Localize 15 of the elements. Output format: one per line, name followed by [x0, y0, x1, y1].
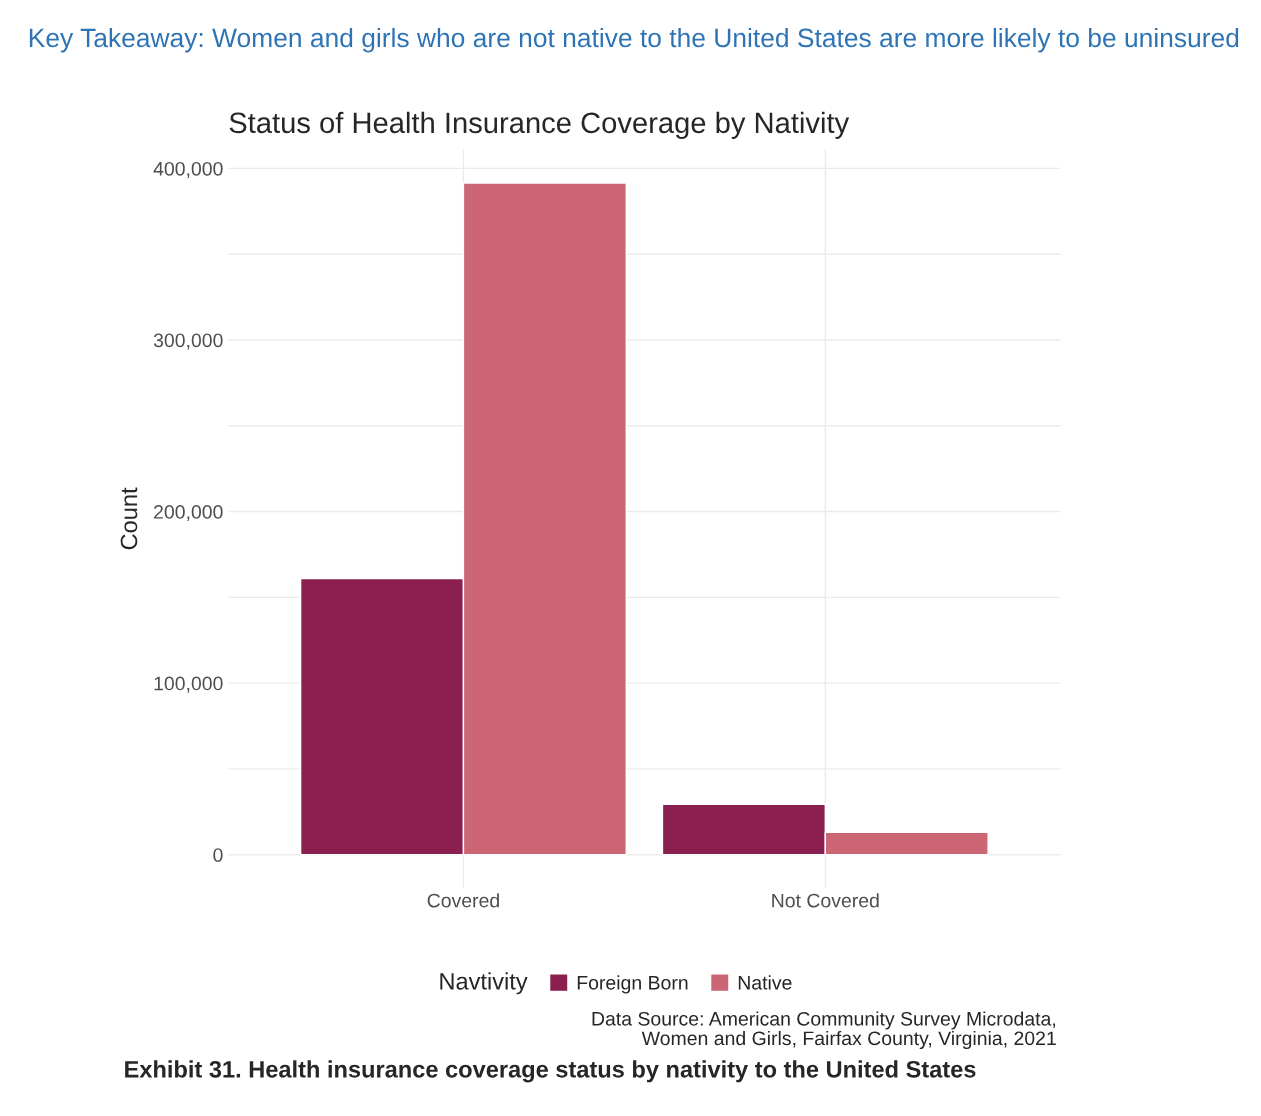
- y-tick-label: 100,000: [154, 676, 223, 693]
- source-note: Data Source: American Community Survey Microdata, Women and Girls, Fairfax County, Virginia, 2021: [592, 1011, 1056, 1050]
- x-tick-label: Not Covered: [772, 893, 879, 908]
- text: Key Takeaway: Women and girls who are not native to the United States are more likely to be uninsured: [29, 27, 1239, 53]
- y-tick-label: 0: [213, 848, 223, 862]
- legend-label: Foreign Born: [577, 975, 688, 994]
- legend-title: Navtivity: [440, 972, 528, 995]
- y-axis-title: Count: [120, 487, 138, 550]
- y-tick-label: 200,000: [154, 505, 223, 522]
- legend-label: Native: [738, 975, 792, 990]
- text: Exhibit 31. Health insurance coverage status by nativity to the United States: [125, 1060, 976, 1083]
- chart-title: Status of Health Insurance Coverage by Nativity: [229, 111, 850, 139]
- y-tick-label: 300,000: [153, 333, 223, 350]
- x-tick-label: Covered: [427, 893, 499, 908]
- y-tick-label: 400,000: [153, 161, 223, 178]
